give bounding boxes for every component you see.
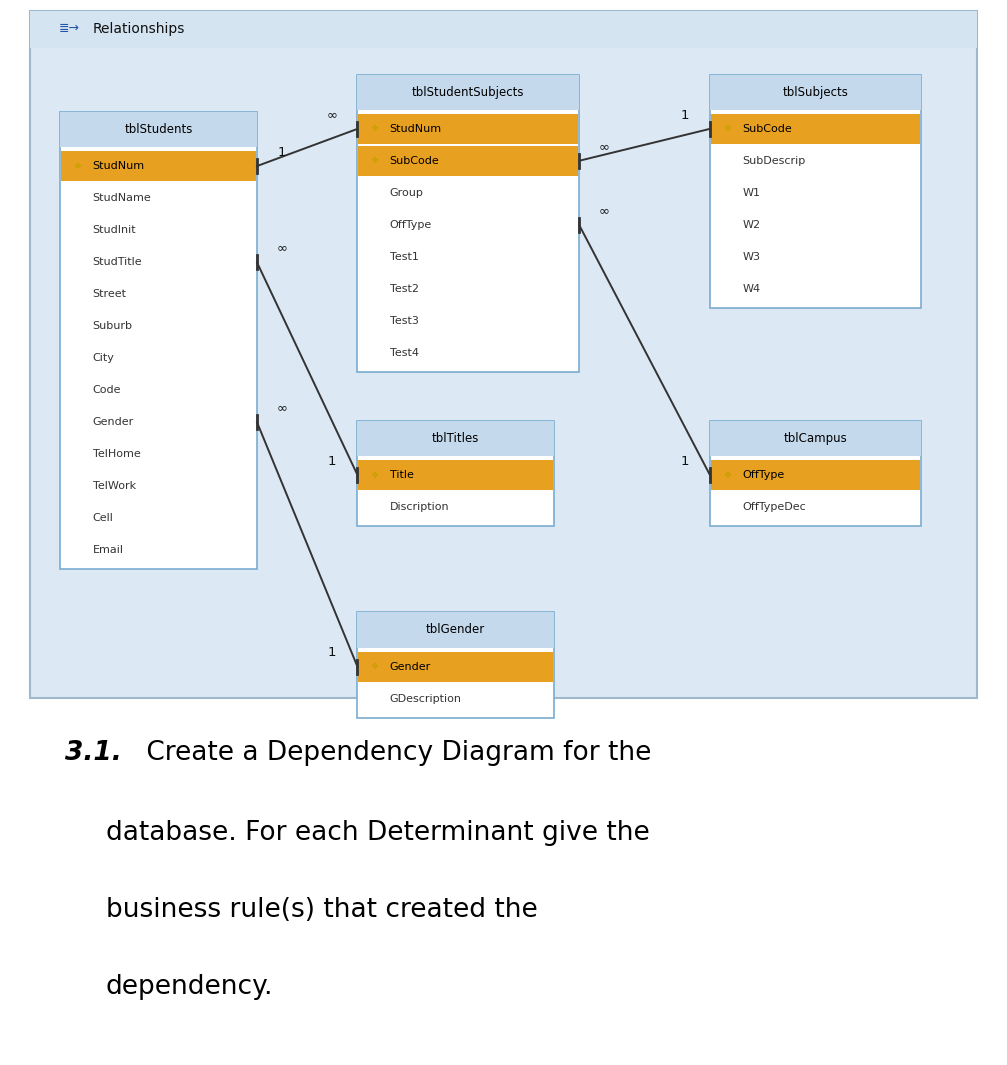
Text: Gender: Gender bbox=[93, 416, 134, 427]
Text: W2: W2 bbox=[742, 219, 760, 230]
Text: Test3: Test3 bbox=[390, 315, 419, 326]
FancyBboxPatch shape bbox=[357, 612, 554, 648]
Text: StudNum: StudNum bbox=[390, 124, 442, 134]
FancyBboxPatch shape bbox=[61, 151, 256, 181]
Text: business rule(s) that created the: business rule(s) that created the bbox=[106, 897, 538, 922]
Text: ∞: ∞ bbox=[599, 141, 609, 153]
FancyBboxPatch shape bbox=[60, 112, 257, 569]
Text: OffType: OffType bbox=[742, 470, 784, 480]
FancyBboxPatch shape bbox=[30, 11, 977, 698]
Text: StudNum: StudNum bbox=[93, 161, 145, 171]
Text: TelHome: TelHome bbox=[93, 448, 140, 459]
Text: 1: 1 bbox=[328, 455, 336, 468]
FancyBboxPatch shape bbox=[60, 112, 257, 147]
Text: W3: W3 bbox=[742, 251, 760, 262]
Text: 1: 1 bbox=[328, 646, 336, 659]
Text: tblStudents: tblStudents bbox=[125, 122, 192, 136]
Text: ❖: ❖ bbox=[371, 157, 379, 165]
Text: OffType: OffType bbox=[390, 219, 432, 230]
Text: 1: 1 bbox=[278, 146, 286, 159]
Text: OffTypeDec: OffTypeDec bbox=[742, 502, 806, 512]
Text: Test2: Test2 bbox=[390, 283, 419, 294]
FancyBboxPatch shape bbox=[710, 75, 921, 110]
Text: Email: Email bbox=[93, 544, 124, 555]
Text: ∞: ∞ bbox=[327, 109, 337, 121]
FancyBboxPatch shape bbox=[358, 460, 553, 490]
Text: GDescription: GDescription bbox=[390, 693, 461, 704]
FancyBboxPatch shape bbox=[710, 75, 921, 308]
Text: Title: Title bbox=[390, 470, 414, 480]
Text: Test1: Test1 bbox=[390, 251, 419, 262]
FancyBboxPatch shape bbox=[30, 11, 977, 48]
FancyBboxPatch shape bbox=[358, 114, 578, 144]
Text: ∞: ∞ bbox=[599, 204, 609, 217]
Text: SubCode: SubCode bbox=[390, 155, 439, 166]
Text: ❖: ❖ bbox=[74, 162, 82, 170]
Text: Test4: Test4 bbox=[390, 347, 419, 358]
Text: Cell: Cell bbox=[93, 512, 114, 523]
Text: StudInit: StudInit bbox=[93, 225, 136, 235]
Text: ❖: ❖ bbox=[371, 662, 379, 671]
Text: Group: Group bbox=[390, 187, 424, 198]
FancyBboxPatch shape bbox=[357, 421, 554, 526]
Text: ❖: ❖ bbox=[723, 125, 731, 133]
Text: 1: 1 bbox=[681, 109, 689, 121]
Text: tblTitles: tblTitles bbox=[432, 431, 479, 445]
Text: SubCode: SubCode bbox=[742, 124, 792, 134]
Text: Discription: Discription bbox=[390, 502, 449, 512]
FancyBboxPatch shape bbox=[711, 114, 920, 144]
Text: Relationships: Relationships bbox=[93, 21, 185, 36]
Text: TelWork: TelWork bbox=[93, 480, 136, 491]
FancyBboxPatch shape bbox=[710, 421, 921, 456]
FancyBboxPatch shape bbox=[357, 421, 554, 456]
Text: tblCampus: tblCampus bbox=[783, 431, 848, 445]
Text: ❖: ❖ bbox=[723, 471, 731, 479]
Text: tblStudentSubjects: tblStudentSubjects bbox=[412, 85, 525, 99]
Text: database. For each Determinant give the: database. For each Determinant give the bbox=[106, 820, 650, 846]
Text: tblSubjects: tblSubjects bbox=[782, 85, 849, 99]
Text: Create a Dependency Diagram for the: Create a Dependency Diagram for the bbox=[138, 740, 652, 766]
Text: Suburb: Suburb bbox=[93, 321, 133, 331]
Text: 1: 1 bbox=[681, 455, 689, 468]
Text: SubDescrip: SubDescrip bbox=[742, 155, 806, 166]
Text: ∞: ∞ bbox=[277, 402, 287, 414]
Text: W1: W1 bbox=[742, 187, 760, 198]
FancyBboxPatch shape bbox=[358, 652, 553, 682]
Text: ❖: ❖ bbox=[371, 125, 379, 133]
FancyBboxPatch shape bbox=[357, 75, 579, 372]
Text: Street: Street bbox=[93, 289, 127, 299]
Text: W4: W4 bbox=[742, 283, 760, 294]
Text: City: City bbox=[93, 353, 115, 363]
Text: 3.1.: 3.1. bbox=[65, 740, 122, 766]
FancyBboxPatch shape bbox=[358, 146, 578, 176]
FancyBboxPatch shape bbox=[710, 421, 921, 526]
Text: ≣→: ≣→ bbox=[58, 22, 80, 35]
Text: Code: Code bbox=[93, 384, 121, 395]
Text: ∞: ∞ bbox=[277, 242, 287, 255]
Text: ❖: ❖ bbox=[371, 471, 379, 479]
Text: dependency.: dependency. bbox=[106, 974, 273, 1000]
FancyBboxPatch shape bbox=[357, 75, 579, 110]
FancyBboxPatch shape bbox=[357, 612, 554, 718]
Text: StudName: StudName bbox=[93, 193, 151, 203]
Text: StudTitle: StudTitle bbox=[93, 257, 142, 267]
FancyBboxPatch shape bbox=[711, 460, 920, 490]
Text: tblGender: tblGender bbox=[426, 623, 485, 637]
Text: Gender: Gender bbox=[390, 661, 431, 672]
